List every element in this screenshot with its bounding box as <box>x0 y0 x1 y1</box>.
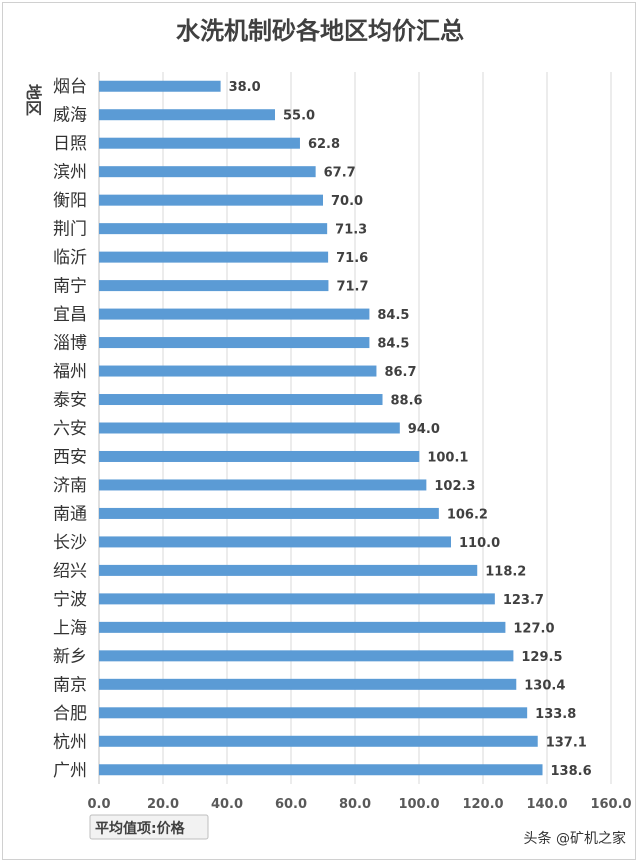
category-label: 宜昌 <box>53 305 87 325</box>
bar <box>99 450 420 462</box>
bar <box>99 707 528 719</box>
bar <box>99 80 221 92</box>
category-label: 烟台 <box>53 77 87 97</box>
value-labels: 38.0 55.0 62.8 67.7 70.0 71.3 71.6 71.7 84.5 84.5… <box>229 80 592 779</box>
bar <box>99 280 329 292</box>
category-label: 滨州 <box>53 163 87 183</box>
data-label: 133.8 <box>535 707 576 722</box>
data-label: 55.0 <box>283 109 315 124</box>
data-label: 88.6 <box>391 394 423 409</box>
category-label: 新乡 <box>53 647 87 667</box>
bar <box>99 137 300 149</box>
x-tick-label: 0.0 <box>87 797 110 812</box>
data-label: 127.0 <box>513 621 554 636</box>
category-label: 长沙 <box>53 533 87 553</box>
category-label: 合肥 <box>53 704 87 724</box>
data-label: 123.7 <box>503 593 544 608</box>
category-label: 广州 <box>53 761 87 781</box>
x-tick-label: 40.0 <box>211 797 243 812</box>
bar <box>99 650 514 662</box>
category-label: 荆门 <box>53 220 87 240</box>
bar <box>99 536 451 548</box>
x-tick-label: 60.0 <box>275 797 307 812</box>
bar <box>99 365 377 377</box>
data-label: 38.0 <box>229 80 261 95</box>
x-tick-label: 100.0 <box>398 797 439 812</box>
data-label: 100.1 <box>427 450 468 465</box>
category-label: 南京 <box>53 675 87 695</box>
category-label: 六安 <box>53 419 87 439</box>
category-label: 南通 <box>53 504 87 524</box>
data-label: 84.5 <box>377 308 409 323</box>
data-label: 71.3 <box>335 223 367 238</box>
data-label: 67.7 <box>324 166 356 181</box>
data-label: 129.5 <box>521 650 562 665</box>
bar <box>99 422 400 434</box>
x-tick-label: 120.0 <box>462 797 503 812</box>
chart-title: 水洗机制砂各地区均价汇总 <box>176 17 464 45</box>
data-label: 137.1 <box>546 735 587 750</box>
x-tick-label: 80.0 <box>339 797 371 812</box>
bar <box>99 621 506 633</box>
data-label: 110.0 <box>459 536 500 551</box>
bar <box>99 764 543 776</box>
category-label: 日照 <box>53 134 87 154</box>
data-label: 118.2 <box>485 564 526 579</box>
bar <box>99 678 517 690</box>
bar <box>99 223 328 235</box>
category-labels: 烟台威海日照滨州衡阳荆门临沂南宁宜昌淄博福州泰安六安西安济南南通长沙绍兴宁波上海… <box>53 77 87 781</box>
bar <box>99 564 478 576</box>
category-label: 福州 <box>53 362 87 382</box>
bar <box>99 394 383 406</box>
field-button-label: 平均值项:价格 <box>95 820 186 837</box>
data-label: 62.8 <box>308 137 340 152</box>
bar <box>99 109 275 121</box>
category-label: 南宁 <box>53 277 87 297</box>
x-tick-label: 160.0 <box>590 797 631 812</box>
y-axis-label: 地区 <box>24 84 43 116</box>
bar <box>99 507 439 519</box>
watermark: 头条 @矿机之家 <box>523 831 626 847</box>
category-label: 威海 <box>53 106 87 126</box>
category-label: 西安 <box>53 447 87 467</box>
data-label: 84.5 <box>377 337 409 352</box>
data-label: 94.0 <box>408 422 440 437</box>
data-label: 106.2 <box>447 507 488 522</box>
bar <box>99 308 370 320</box>
x-tick-label: 20.0 <box>147 797 179 812</box>
category-label: 济南 <box>53 476 87 496</box>
x-tick-label: 140.0 <box>526 797 567 812</box>
data-label: 70.0 <box>331 194 363 209</box>
category-label: 临沂 <box>53 248 87 268</box>
bar <box>99 251 329 263</box>
data-label: 86.7 <box>384 365 416 380</box>
category-label: 衡阳 <box>53 191 87 211</box>
category-label: 宁波 <box>53 590 87 610</box>
bars <box>99 80 543 776</box>
bar <box>99 337 370 349</box>
category-label: 杭州 <box>53 732 87 752</box>
x-axis-ticks: 0.0 20.0 40.0 60.0 80.0 100.0 120.0 140.0 160.0 <box>87 797 631 812</box>
bar <box>99 735 538 747</box>
bar <box>99 166 316 178</box>
data-label: 71.7 <box>336 280 368 295</box>
bar <box>99 593 495 605</box>
category-label: 淄博 <box>53 334 87 354</box>
data-label: 130.4 <box>524 678 565 693</box>
bar <box>99 194 323 206</box>
grid-lines <box>98 72 612 784</box>
data-label: 138.6 <box>551 764 592 779</box>
category-label: 泰安 <box>53 391 87 411</box>
bar <box>99 479 427 491</box>
category-label: 绍兴 <box>53 561 87 581</box>
category-label: 上海 <box>53 618 87 638</box>
data-label: 102.3 <box>434 479 475 494</box>
field-button[interactable]: 平均值项:价格 <box>89 814 209 840</box>
data-label: 71.6 <box>336 251 368 266</box>
